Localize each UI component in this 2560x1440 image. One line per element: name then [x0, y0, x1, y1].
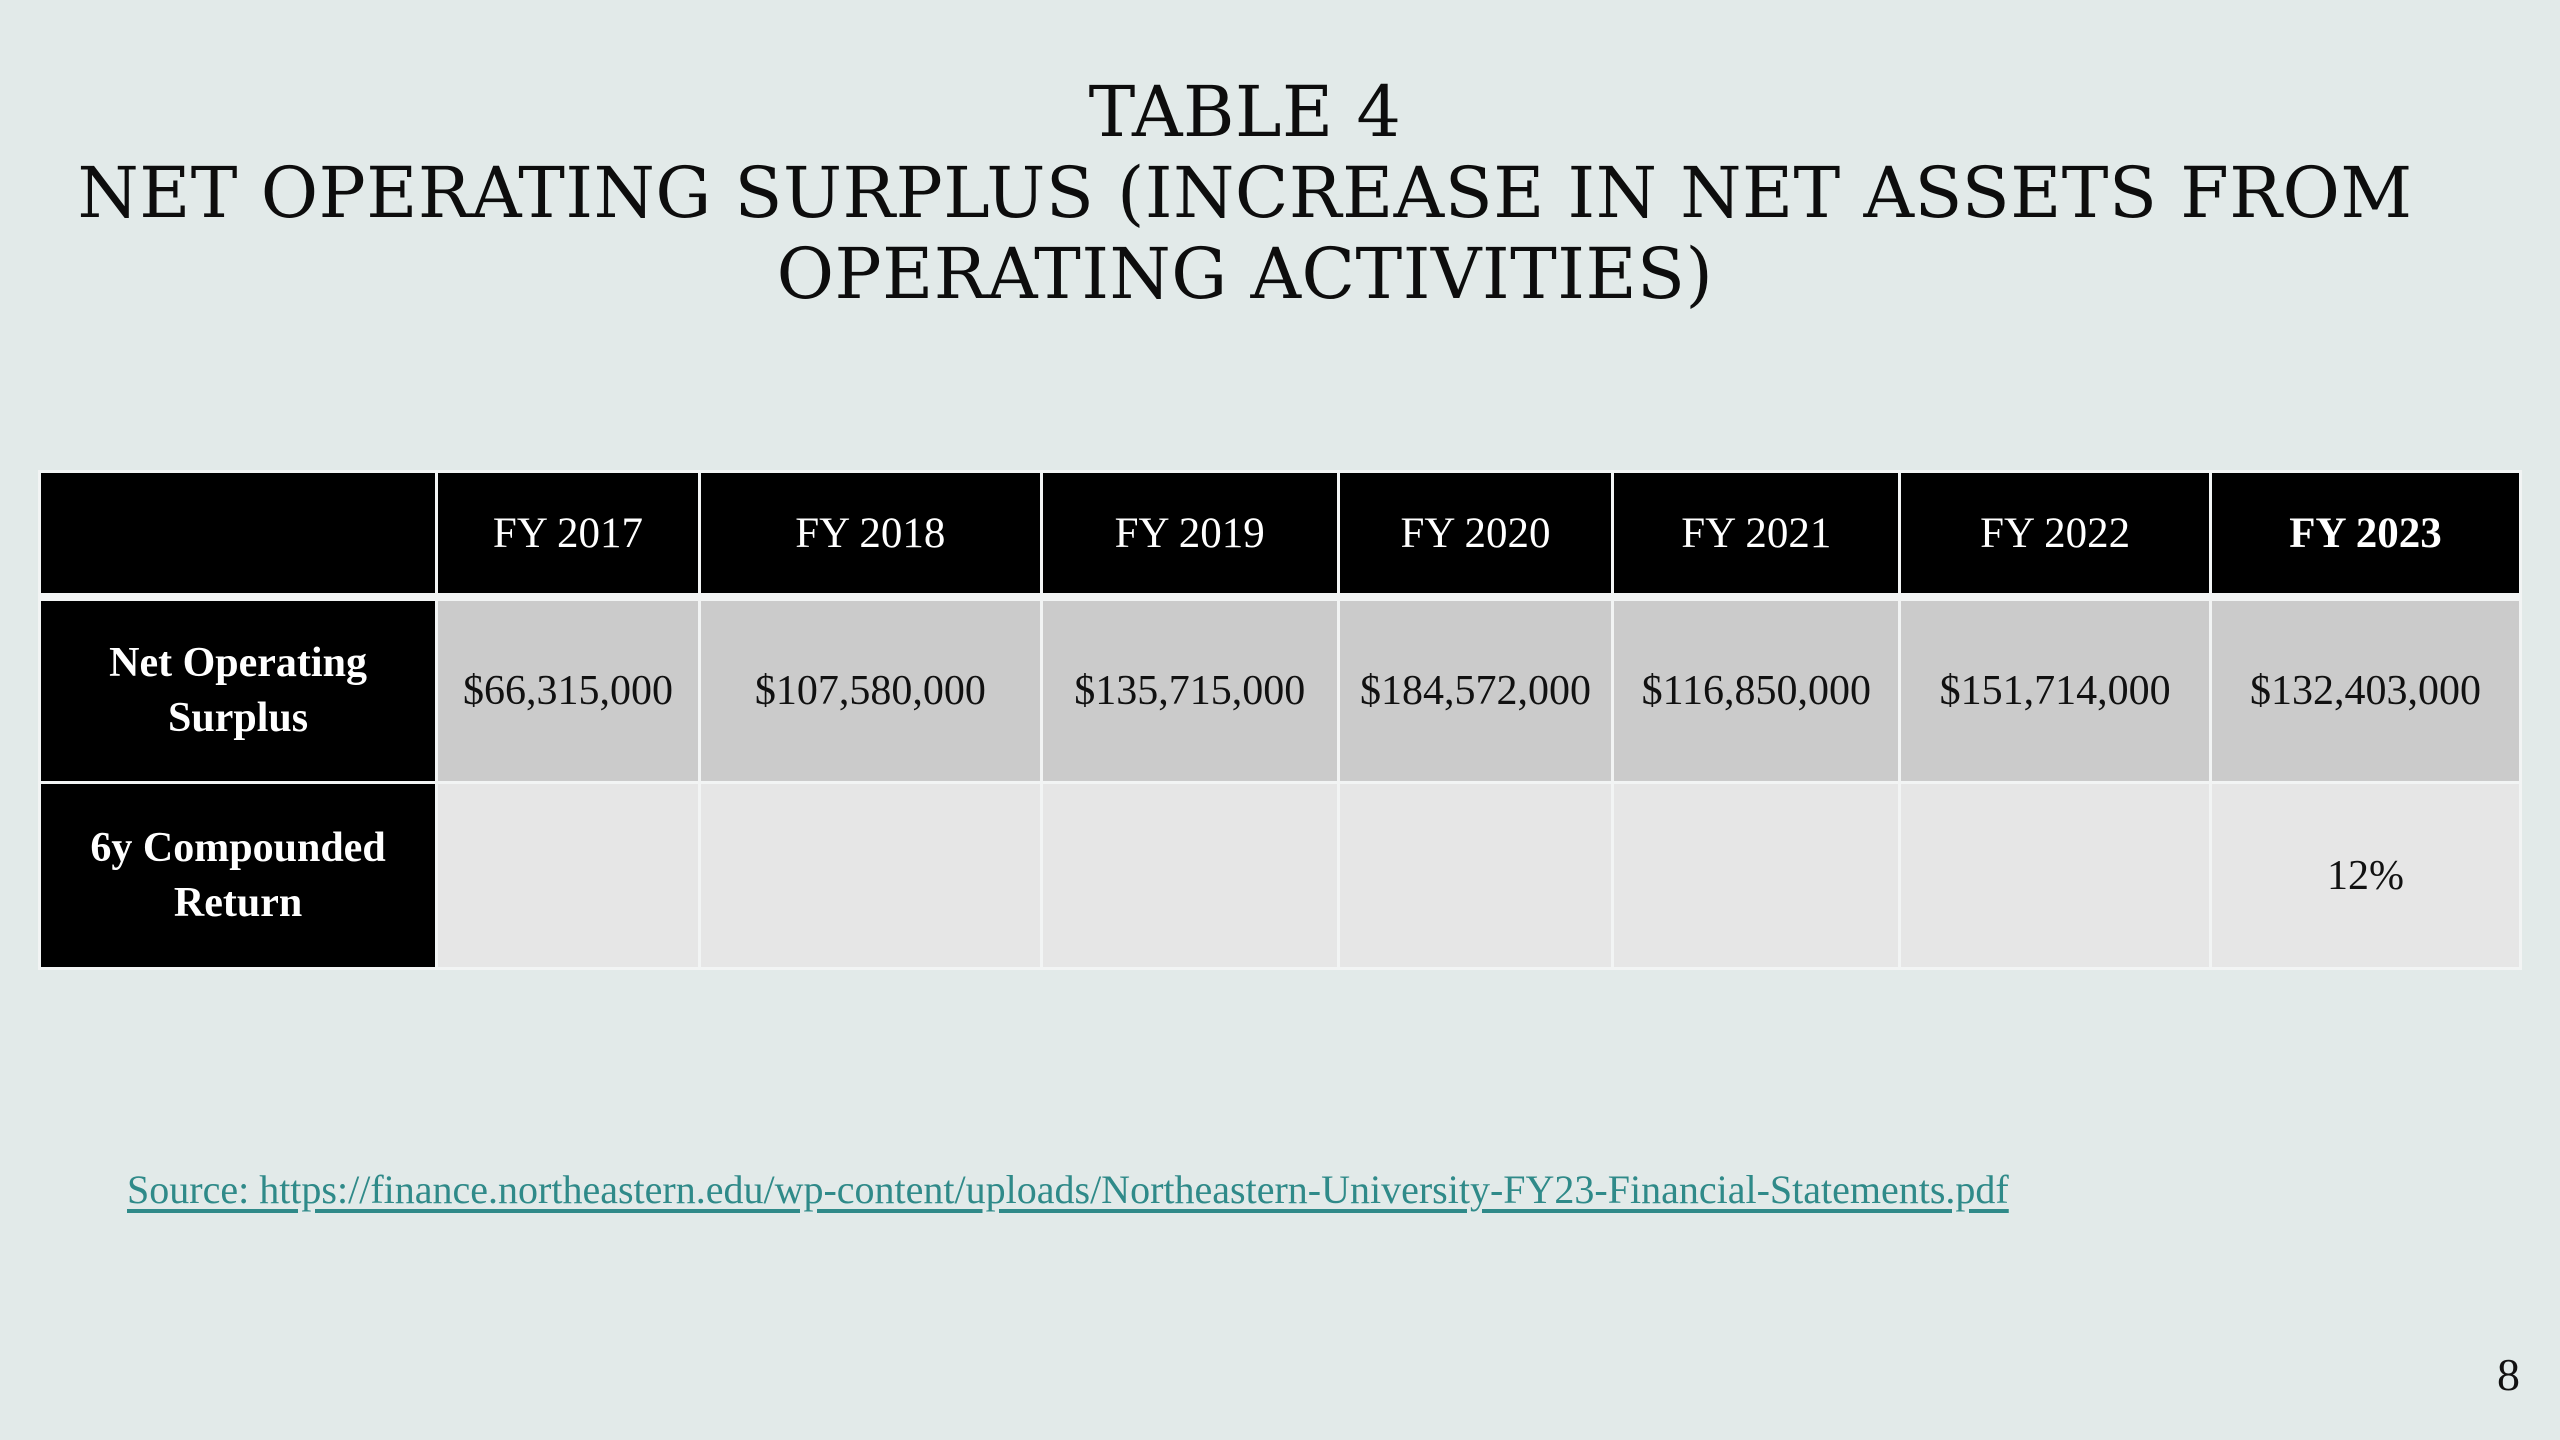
table-cell	[697, 781, 1043, 970]
row-header-compounded-return: 6y Compounded Return	[37, 781, 439, 970]
row-label-line: Return	[173, 879, 303, 926]
table-cell	[1039, 781, 1340, 970]
table-corner-cell	[37, 470, 439, 599]
table-row-compounded-return: 6y Compounded Return 12%	[37, 781, 2522, 970]
row-label-line: Net Operating	[109, 640, 367, 686]
table-cell: $135,715,000	[1039, 595, 1340, 784]
row-label-line: Surplus	[168, 695, 309, 741]
table-cell: $116,850,000	[1611, 595, 1902, 784]
table-cell: 12%	[2209, 781, 2522, 970]
column-header-fy2019: FY 2019	[1039, 470, 1340, 599]
table-cell: $107,580,000	[697, 595, 1043, 784]
title-line-2: Net Operating Surplus (Increase in Net A…	[77, 152, 2413, 234]
page-number: 8	[2497, 1349, 2520, 1400]
slide-title: Table 4 Net Operating Surplus (Increase …	[0, 72, 2490, 315]
row-header-net-operating-surplus: Net Operating Surplus	[37, 595, 439, 784]
source-link[interactable]: Source: https://finance.northeastern.edu…	[127, 1167, 2009, 1212]
table-cell: $66,315,000	[435, 595, 701, 784]
column-header-fy2018: FY 2018	[697, 470, 1043, 599]
column-header-fy2017: FY 2017	[435, 470, 701, 599]
table-row-net-operating-surplus: Net Operating Surplus $66,315,000 $107,5…	[37, 595, 2522, 784]
title-line-3: Operating Activities)	[776, 233, 1714, 315]
table-cell	[1611, 781, 1902, 970]
table-cell	[1898, 781, 2213, 970]
table-cell	[1336, 781, 1615, 970]
row-label-line: 6y Compounded	[90, 824, 386, 871]
title-line-1: Table 4	[1088, 71, 1402, 153]
net-operating-surplus-table: FY 2017 FY 2018 FY 2019 FY 2020 FY 2021 …	[37, 470, 2522, 970]
table-cell: $184,572,000	[1336, 595, 1615, 784]
column-header-fy2020: FY 2020	[1336, 470, 1615, 599]
column-header-fy2021: FY 2021	[1611, 470, 1902, 599]
table-cell	[435, 781, 701, 970]
table-cell: $132,403,000	[2209, 595, 2522, 784]
column-header-fy2022: FY 2022	[1898, 470, 2213, 599]
table-header-row: FY 2017 FY 2018 FY 2019 FY 2020 FY 2021 …	[37, 470, 2522, 599]
column-header-fy2023: FY 2023	[2209, 470, 2522, 599]
table-cell: $151,714,000	[1898, 595, 2213, 784]
